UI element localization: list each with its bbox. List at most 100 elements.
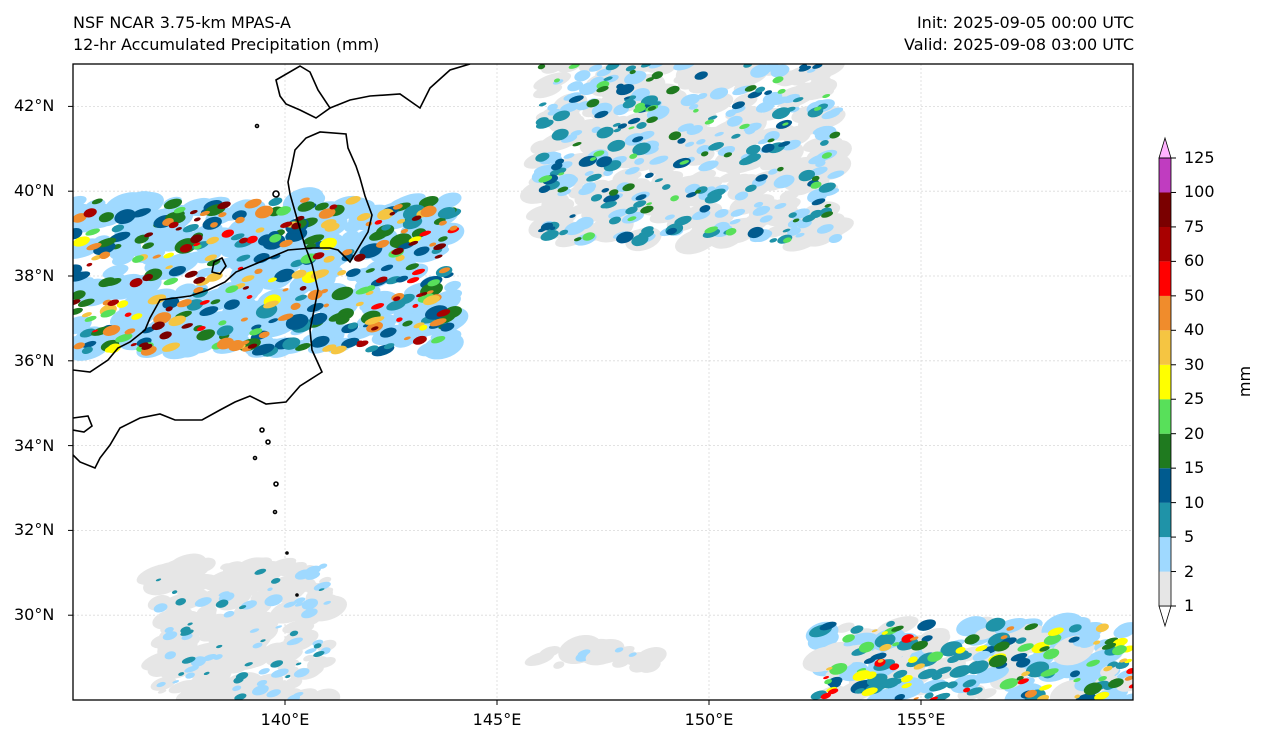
precip-cell xyxy=(187,622,193,626)
precip-cell xyxy=(563,153,575,159)
precip-cell xyxy=(744,85,757,92)
precip-cell xyxy=(216,337,234,350)
precip-cell xyxy=(927,651,944,662)
precip-cell xyxy=(98,212,114,223)
precip-cell xyxy=(205,265,225,275)
precip-cell xyxy=(685,191,697,198)
precip-cell xyxy=(381,224,391,231)
precip-cell xyxy=(627,216,637,222)
precip-cell xyxy=(1083,682,1103,696)
precip-cell xyxy=(770,64,790,78)
precip-cell xyxy=(1101,642,1117,650)
precip-cell xyxy=(77,298,95,308)
precip-cell xyxy=(268,197,283,207)
precip-cell xyxy=(318,587,334,596)
precip-cell xyxy=(572,142,582,147)
precip-cell xyxy=(438,220,447,226)
precip-cell xyxy=(83,208,97,218)
precip-cell xyxy=(551,162,563,171)
precip-cell xyxy=(116,300,129,308)
precip-cell xyxy=(581,182,597,193)
precip-cell xyxy=(185,672,195,679)
precip-cell xyxy=(215,658,232,667)
precip-cell xyxy=(178,672,185,676)
precip-cell xyxy=(411,268,426,276)
precip-cell xyxy=(525,204,557,221)
precip-cell xyxy=(535,119,554,129)
precip-cell xyxy=(782,122,789,126)
precip-cell xyxy=(893,669,908,679)
precip-cell xyxy=(747,226,764,239)
precip-cell xyxy=(864,671,877,680)
precip-cell xyxy=(704,226,718,234)
precip-cell xyxy=(92,329,98,333)
precip-cell xyxy=(607,139,626,152)
precip-cell xyxy=(812,64,823,69)
precip-cell xyxy=(677,138,686,144)
precip-cell xyxy=(328,312,349,322)
precip-cell xyxy=(646,116,658,124)
precip-cell xyxy=(318,208,336,219)
precip-cell xyxy=(617,123,628,129)
precip-cell xyxy=(365,345,379,353)
colorbar-segment xyxy=(1159,502,1171,538)
precip-cell xyxy=(440,322,455,332)
precip-cell xyxy=(1036,694,1050,700)
precip-cell xyxy=(769,238,778,243)
precip-cell xyxy=(863,657,876,664)
precip-cell xyxy=(1006,626,1015,631)
precip-cell xyxy=(782,228,791,233)
precip-cell xyxy=(810,209,823,219)
coastlines xyxy=(73,64,471,597)
precip-cell xyxy=(823,137,843,149)
precip-cell xyxy=(275,625,283,629)
precip-cell xyxy=(405,263,419,271)
precip-cell xyxy=(648,64,664,69)
precip-cell xyxy=(949,665,972,678)
colorbar-level-label: 2 xyxy=(1184,561,1195,581)
precip-cell xyxy=(555,229,591,248)
sado-island-coastline xyxy=(211,256,227,275)
precip-cell xyxy=(335,316,350,325)
precip-cell xyxy=(603,194,620,203)
precip-cell xyxy=(81,312,92,318)
precip-cell xyxy=(680,93,700,107)
precip-cell xyxy=(589,157,597,161)
precip-cell xyxy=(726,115,743,127)
precip-cell xyxy=(182,223,199,233)
precip-cell xyxy=(90,289,114,303)
precip-cell xyxy=(84,315,97,322)
precip-cell xyxy=(380,264,394,272)
precip-cell xyxy=(356,212,371,222)
oshima-islet xyxy=(272,190,280,198)
precip-cell xyxy=(206,272,223,282)
header-right: Init: 2025-09-05 00:00 UTC Valid: 2025-0… xyxy=(904,12,1134,56)
precip-cell xyxy=(1119,658,1128,663)
precip-cell xyxy=(608,208,629,219)
colorbar-frame xyxy=(1158,157,1172,607)
precip-cell xyxy=(227,656,247,667)
precip-cell xyxy=(1017,678,1029,685)
precip-cell xyxy=(788,212,797,218)
precip-cell xyxy=(270,578,281,584)
precip-cell xyxy=(258,668,270,675)
precip-cell xyxy=(693,108,699,113)
precip-cell xyxy=(444,280,462,292)
precip-cell xyxy=(433,243,447,251)
precip-cell xyxy=(533,72,572,91)
precip-cell xyxy=(223,299,240,310)
precip-cell xyxy=(553,78,561,83)
precip-cell xyxy=(178,341,203,358)
precip-cell xyxy=(755,101,775,113)
precip-cell xyxy=(224,630,238,639)
precip-cell xyxy=(172,680,180,684)
precip-cell xyxy=(309,312,328,325)
lat-label: 34°N xyxy=(14,435,55,455)
precip-cell xyxy=(320,288,329,294)
precip-cell xyxy=(241,275,255,282)
shikoku-coastline xyxy=(73,415,93,433)
precip-cell xyxy=(655,112,667,119)
precip-cell xyxy=(731,133,741,139)
precip-cell xyxy=(435,192,462,209)
precip-cell xyxy=(111,224,125,233)
